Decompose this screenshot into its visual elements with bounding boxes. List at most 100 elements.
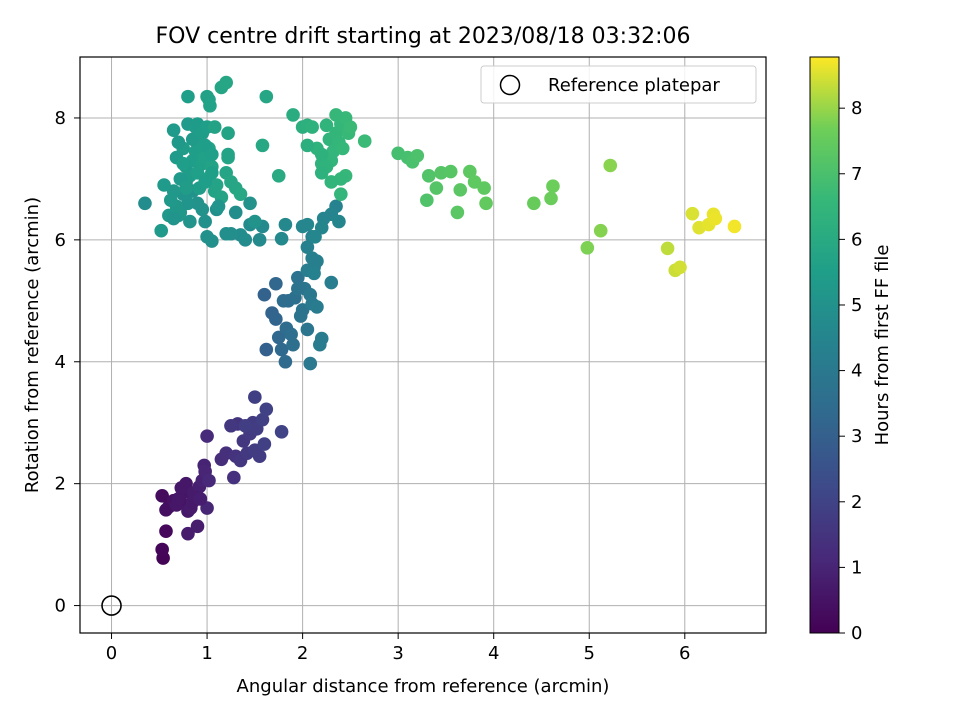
scatter-point — [227, 470, 241, 485]
scatter-point — [259, 89, 274, 104]
scatter-point — [163, 193, 178, 208]
scatter-point — [477, 181, 491, 195]
scatter-point — [203, 98, 217, 113]
scatter-point — [291, 270, 305, 285]
x-tick-label: 5 — [584, 643, 595, 664]
scatter-point — [450, 205, 465, 220]
scatter-point — [421, 169, 436, 183]
scatter-point — [343, 120, 358, 134]
scatter-point — [429, 181, 444, 195]
colorbar-tick-label: 6 — [851, 229, 862, 250]
colorbar-tick-label: 7 — [851, 164, 862, 185]
scatter-point — [527, 196, 541, 211]
scatter-point — [314, 166, 329, 180]
scatter-point — [310, 254, 324, 268]
y-tick-label: 4 — [55, 352, 66, 373]
scatter-point — [286, 108, 300, 122]
x-axis-label: Angular distance from reference (arcmin) — [237, 676, 610, 697]
x-tick-label: 1 — [201, 643, 212, 664]
y-tick-label: 2 — [55, 474, 66, 495]
scatter-point — [727, 219, 742, 234]
scatter-point — [233, 187, 248, 201]
colorbar-tick-label: 0 — [851, 623, 862, 644]
scatter-point — [319, 118, 334, 133]
scatter-point — [660, 241, 675, 256]
x-tick-label: 6 — [679, 643, 690, 664]
scatter-point — [410, 148, 425, 163]
colorbar-tick-label: 8 — [851, 98, 862, 119]
scatter-point — [335, 141, 350, 156]
scatter-point — [580, 240, 595, 255]
scatter-point — [200, 230, 214, 244]
scatter-point — [257, 287, 272, 302]
scatter-point — [308, 230, 322, 244]
scatter-point — [269, 312, 283, 326]
x-axis-ticks: 0 1 2 3 4 5 6 — [106, 633, 691, 664]
scatter-point — [255, 412, 270, 427]
scatter-point — [193, 492, 208, 506]
scatter-point — [278, 217, 293, 232]
colorbar-ticks: 0 1 2 3 4 5 6 7 8 — [839, 98, 862, 644]
scatter-point — [274, 231, 289, 246]
scatter-point — [228, 205, 243, 220]
x-tick-label: 0 — [106, 643, 117, 664]
scatter-point — [300, 322, 315, 337]
x-tick-label: 2 — [297, 643, 308, 664]
scatter-point — [271, 169, 286, 183]
scatter-point — [544, 191, 558, 206]
scatter-point — [291, 281, 305, 296]
colorbar-tick-label: 2 — [851, 492, 862, 513]
scatter-point — [205, 147, 219, 162]
scatter-point — [138, 196, 152, 211]
scatter-point — [685, 206, 700, 221]
colorbar-label: Hours from first FF file — [872, 245, 893, 446]
scatter-point — [295, 219, 310, 234]
scatter-point — [176, 156, 190, 171]
scatter-point — [190, 519, 205, 534]
legend-marker-reference — [499, 74, 521, 96]
scatter-point — [307, 266, 321, 281]
scatter-point — [255, 138, 270, 153]
scatter-point — [190, 196, 205, 211]
y-tick-label: 0 — [55, 596, 66, 617]
scatter-point — [305, 120, 319, 134]
scatter-point — [257, 437, 272, 451]
scatter-point — [181, 526, 195, 541]
y-axis-label: Rotation from reference (arcmin) — [22, 197, 43, 493]
colorbar-tick-label: 5 — [851, 295, 862, 316]
scatter-point — [202, 473, 216, 488]
scatter-point — [198, 214, 212, 229]
scatter-point — [219, 226, 233, 241]
scatter-point — [443, 164, 458, 179]
scatter-point — [159, 503, 173, 517]
scatter-point — [166, 211, 181, 226]
scatter-point — [303, 356, 318, 371]
scatter-point — [221, 147, 235, 162]
colorbar-tick-label: 4 — [851, 361, 862, 382]
scatter-point — [300, 240, 315, 254]
scatter-point — [274, 342, 289, 357]
scatter-point — [248, 390, 262, 404]
scatter-point — [593, 223, 608, 238]
scatter-point — [243, 196, 257, 211]
scatter-point — [708, 211, 723, 226]
scatter-point — [329, 108, 343, 122]
scatter-point — [157, 178, 171, 192]
scatter-point — [171, 135, 186, 150]
scatter-point — [183, 214, 197, 229]
scatter-point — [479, 196, 493, 211]
scatter-point — [314, 331, 329, 346]
y-tick-label: 8 — [55, 108, 66, 129]
scatter-point — [324, 175, 339, 189]
scatter-point — [259, 342, 274, 357]
scatter-point — [181, 89, 195, 104]
scatter-point — [269, 276, 283, 291]
x-tick-label: 4 — [488, 643, 499, 664]
data-points — [138, 75, 742, 565]
scatter-point — [252, 233, 267, 247]
scatter-point — [207, 120, 222, 134]
scatter-point — [332, 214, 346, 229]
scatter-point — [453, 183, 468, 197]
scatter-point — [276, 294, 291, 308]
